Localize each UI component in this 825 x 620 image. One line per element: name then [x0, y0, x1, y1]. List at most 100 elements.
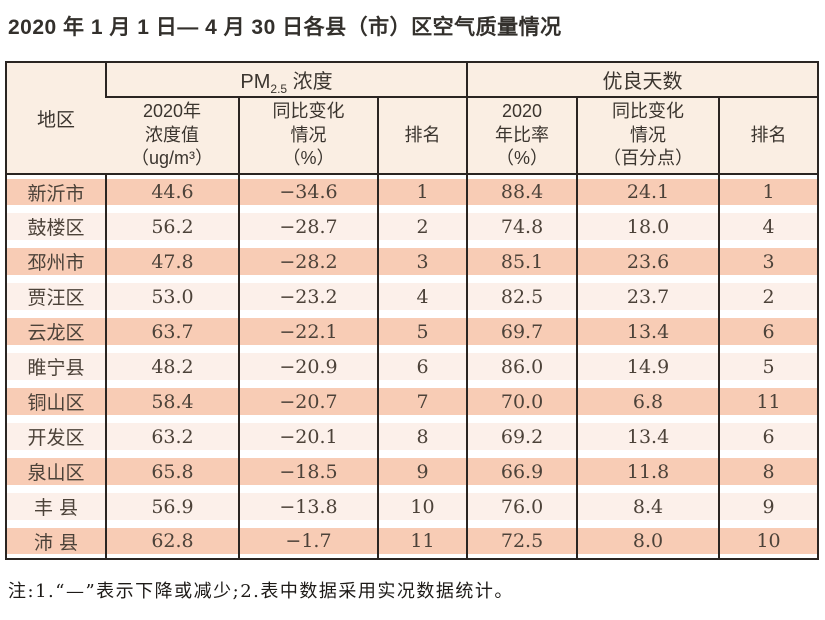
region-cell: 鼓楼区 — [6, 209, 106, 244]
header-pm-value: 2020年 浓度值 （ug/m³） — [106, 97, 239, 175]
pm-rank-cell: 3 — [376, 244, 468, 279]
region-cell: 丰 县 — [6, 489, 106, 524]
region-cell: 云龙区 — [6, 314, 106, 349]
pm25-subscript: 2.5 — [270, 82, 288, 96]
table-body: 新沂市 44.6 −34.6 1 88.4 24.1 1 鼓楼区 56.2 −2… — [6, 174, 819, 559]
days-rank-cell: 10 — [718, 524, 819, 559]
days-rate-cell: 82.5 — [466, 279, 578, 314]
region-cell: 铜山区 — [6, 384, 106, 419]
pm-rank-cell: 6 — [376, 349, 468, 384]
region-cell: 沛 县 — [6, 524, 106, 559]
table-row: 邳州市 47.8 −28.2 3 85.1 23.6 3 — [6, 244, 819, 279]
days-change-cell: 8.4 — [576, 489, 720, 524]
header-group-row: 地区 PM2.5 浓度 优良天数 — [6, 62, 819, 175]
days-rank-cell: 3 — [718, 244, 819, 279]
header-group-pm25: PM2.5 浓度 — [104, 62, 468, 98]
footnote: 注:1.“—”表示下降或减少;2.表中数据采用实况数据统计。 — [8, 581, 514, 602]
header-pm-change: 同比变化 情况 （%） — [238, 97, 378, 175]
pm-value-cell: 56.2 — [105, 209, 239, 244]
table-row: 泉山区 65.8 −18.5 9 66.9 11.8 8 — [6, 454, 819, 489]
days-rank-cell: 5 — [718, 349, 819, 384]
pm-change-cell: −13.8 — [238, 489, 378, 524]
pm-value-cell: 63.7 — [105, 314, 239, 349]
header-days-rate: 2020 年比率 （%） — [466, 97, 578, 175]
region-cell: 贾汪区 — [6, 279, 106, 314]
table-row: 铜山区 58.4 −20.7 7 70.0 6.8 11 — [6, 384, 819, 419]
table-row: 沛 县 62.8 −1.7 11 72.5 8.0 10 — [6, 524, 819, 559]
days-rate-cell: 72.5 — [466, 524, 578, 559]
region-cell: 新沂市 — [6, 174, 106, 209]
pm-value-cell: 48.2 — [105, 349, 239, 384]
pm-change-cell: −22.1 — [238, 314, 378, 349]
days-change-cell: 13.4 — [576, 314, 720, 349]
pm-value-cell: 62.8 — [105, 524, 239, 559]
pm-value-cell: 47.8 — [105, 244, 239, 279]
pm-change-cell: −28.7 — [238, 209, 378, 244]
table-row: 贾汪区 53.0 −23.2 4 82.5 23.7 2 — [6, 279, 819, 314]
table-row: 开发区 63.2 −20.1 8 69.2 13.4 6 — [6, 419, 819, 454]
pm-rank-cell: 1 — [376, 174, 468, 209]
region-cell: 睢宁县 — [6, 349, 106, 384]
days-rank-cell: 2 — [718, 279, 819, 314]
pm-change-cell: −1.7 — [238, 524, 378, 559]
header-sub-row: 2020年 浓度值 （ug/m³） 同比变化 情况 （%） 排名 2020 年比… — [6, 97, 819, 175]
pm-rank-cell: 9 — [376, 454, 468, 489]
pm-rank-cell: 11 — [376, 524, 468, 559]
pm-value-cell: 63.2 — [105, 419, 239, 454]
pm-change-cell: −18.5 — [238, 454, 378, 489]
days-rank-cell: 6 — [718, 314, 819, 349]
pm-rank-cell: 10 — [376, 489, 468, 524]
pm-change-cell: −23.2 — [238, 279, 378, 314]
pm-value-cell: 58.4 — [105, 384, 239, 419]
pm-change-cell: −20.1 — [238, 419, 378, 454]
region-cell: 邳州市 — [6, 244, 106, 279]
days-rate-cell: 86.0 — [466, 349, 578, 384]
header-days-rank: 排名 — [718, 97, 819, 175]
days-change-cell: 13.4 — [576, 419, 720, 454]
days-rate-cell: 76.0 — [466, 489, 578, 524]
table-row: 新沂市 44.6 −34.6 1 88.4 24.1 1 — [6, 174, 819, 209]
header-days-change: 同比变化 情况 （百分点） — [576, 97, 720, 175]
pm-rank-cell: 7 — [376, 384, 468, 419]
days-change-cell: 6.8 — [576, 384, 720, 419]
pm-rank-cell: 5 — [376, 314, 468, 349]
header-group-good-days: 优良天数 — [466, 62, 819, 98]
pm25-label-suffix: 浓度 — [287, 71, 333, 93]
days-change-cell: 23.6 — [576, 244, 720, 279]
header-pm-rank: 排名 — [376, 97, 468, 175]
days-rate-cell: 69.7 — [466, 314, 578, 349]
days-change-cell: 23.7 — [576, 279, 720, 314]
pm25-label-prefix: PM — [240, 71, 271, 93]
table-row: 睢宁县 48.2 −20.9 6 86.0 14.9 5 — [6, 349, 819, 384]
days-change-cell: 8.0 — [576, 524, 720, 559]
region-cell: 开发区 — [6, 419, 106, 454]
days-rank-cell: 9 — [718, 489, 819, 524]
days-rank-cell: 8 — [718, 454, 819, 489]
region-cell: 泉山区 — [6, 454, 106, 489]
days-rate-cell: 69.2 — [466, 419, 578, 454]
days-change-cell: 11.8 — [576, 454, 720, 489]
table-row: 鼓楼区 56.2 −28.7 2 74.8 18.0 4 — [6, 209, 819, 244]
table-header: 地区 PM2.5 浓度 优良天数 2020年 浓度值 （ug/m³） 同比变化 … — [6, 62, 819, 175]
pm-rank-cell: 8 — [376, 419, 468, 454]
page-title: 2020 年 1 月 1 日— 4 月 30 日各县（市）区空气质量情况 — [8, 16, 562, 39]
days-rank-cell: 6 — [718, 419, 819, 454]
pm-value-cell: 65.8 — [105, 454, 239, 489]
pm-value-cell: 56.9 — [105, 489, 239, 524]
days-rate-cell: 66.9 — [466, 454, 578, 489]
pm-rank-cell: 2 — [376, 209, 468, 244]
table-row: 丰 县 56.9 −13.8 10 76.0 8.4 9 — [6, 489, 819, 524]
table-row: 云龙区 63.7 −22.1 5 69.7 13.4 6 — [6, 314, 819, 349]
pm-value-cell: 44.6 — [105, 174, 239, 209]
days-rank-cell: 1 — [718, 174, 819, 209]
days-rate-cell: 70.0 — [466, 384, 578, 419]
days-rate-cell: 85.1 — [466, 244, 578, 279]
pm-change-cell: −20.9 — [238, 349, 378, 384]
pm-value-cell: 53.0 — [105, 279, 239, 314]
days-rate-cell: 74.8 — [466, 209, 578, 244]
header-region: 地区 — [6, 62, 106, 175]
days-rank-cell: 11 — [718, 384, 819, 419]
days-rank-cell: 4 — [718, 209, 819, 244]
pm-change-cell: −28.2 — [238, 244, 378, 279]
